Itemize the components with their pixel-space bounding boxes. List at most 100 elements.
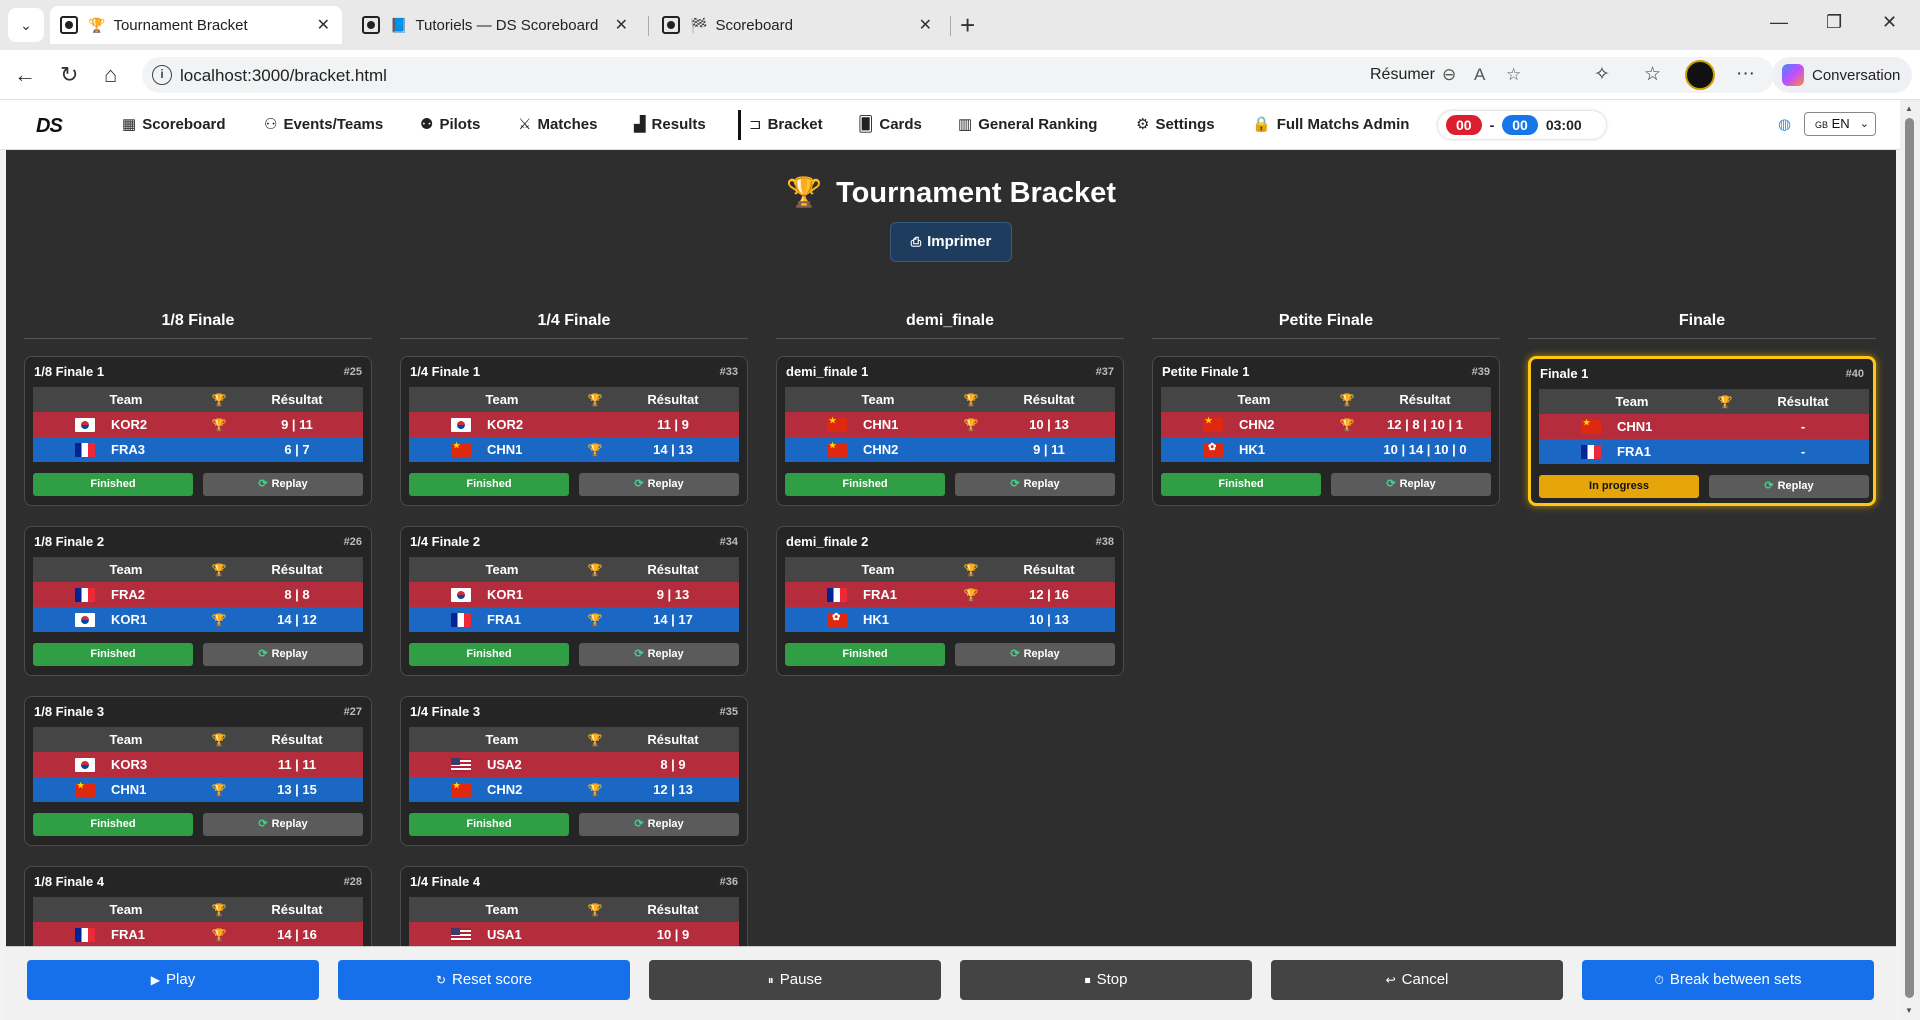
- nav-general-ranking[interactable]: ▥ General Ranking: [958, 115, 1097, 133]
- column-header: demi_finale: [776, 312, 1124, 339]
- nav-settings[interactable]: ⚙ Settings: [1136, 115, 1215, 133]
- stop-button[interactable]: ⏹ Stop: [960, 960, 1252, 1000]
- replay-button[interactable]: ⟳ Replay: [203, 813, 363, 836]
- replay-button[interactable]: ⟳ Replay: [579, 813, 739, 836]
- home-icon[interactable]: ⌂: [104, 62, 118, 87]
- match-table: Team 🏆 Résultat KOR1 9 | 13 FRA1 🏆 14 | 17: [409, 557, 739, 632]
- read-aloud-icon[interactable]: A: [1474, 65, 1486, 84]
- url-field[interactable]: i localhost:3000/bracket.html Résumer ⊖ …: [142, 57, 1774, 93]
- blue-team-row: CHN1 🏆 14 | 13: [409, 437, 739, 462]
- replay-button[interactable]: ⟳ Replay: [203, 473, 363, 496]
- match-card[interactable]: demi_finale 1 #37 Team 🏆 Résultat CHN1 🏆 10 | 1…: [776, 356, 1124, 506]
- back-arrow-icon[interactable]: ←: [14, 62, 36, 87]
- brand-logo[interactable]: DS: [36, 115, 63, 137]
- app-favicon-icon: [662, 16, 680, 34]
- minimize-icon[interactable]: —: [1770, 12, 1788, 32]
- match-card[interactable]: 1/8 Finale 4 #28 Team 🏆 Résultat FRA1 🏆 14 | 16…: [24, 866, 372, 946]
- status-badge: Finished: [785, 643, 945, 666]
- results-icon: ▟: [634, 116, 646, 133]
- team-cell: FRA1: [1539, 439, 1713, 464]
- team-name: FRA1: [863, 587, 897, 602]
- url-text[interactable]: localhost:3000/bracket.html: [180, 66, 387, 85]
- uk-flag-icon: GB: [1815, 120, 1829, 130]
- play-button[interactable]: ▶ Play: [27, 960, 319, 1000]
- match-card-header: 1/4 Finale 1 #33: [410, 364, 738, 380]
- extensions-icon[interactable]: ✧: [1594, 64, 1610, 85]
- new-tab-button[interactable]: +: [960, 10, 976, 40]
- match-card[interactable]: 1/4 Finale 2 #34 Team 🏆 Résultat KOR1 9 | 13 FR…: [400, 526, 748, 676]
- match-title: Finale 1: [1540, 366, 1589, 381]
- team-name: CHN1: [487, 442, 523, 457]
- nav-results[interactable]: ▟ Results: [634, 115, 706, 133]
- browser-tab-scoreboard[interactable]: 🏁 Scoreboard ✕: [652, 6, 944, 44]
- match-card[interactable]: 1/8 Finale 1 #25 Team 🏆 Résultat KOR2 🏆 9 | 11 F…: [24, 356, 372, 506]
- replay-button[interactable]: ⟳ Replay: [579, 643, 739, 666]
- nav-matches[interactable]: ⚔ Matches: [518, 115, 597, 133]
- replay-button[interactable]: ⟳ Replay: [955, 473, 1115, 496]
- kr-flag-icon: [451, 418, 471, 432]
- browser-tab-bracket[interactable]: 🏆 Tournament Bracket ✕: [50, 6, 342, 44]
- replay-button[interactable]: ⟳ Replay: [579, 473, 739, 496]
- team-result: 12 | 8 | 10 | 1: [1387, 417, 1463, 432]
- favorites-icon[interactable]: ☆: [1644, 64, 1662, 85]
- scroll-up-icon[interactable]: ▲: [1905, 104, 1913, 113]
- match-table-header: Team 🏆 Résultat: [1539, 389, 1869, 414]
- nav-cards[interactable]: 🂠 Cards: [858, 115, 922, 133]
- match-card[interactable]: 1/8 Finale 3 #27 Team 🏆 Résultat KOR3 11 | 11 C…: [24, 696, 372, 846]
- reload-icon[interactable]: ↻: [60, 62, 79, 87]
- nav-label: Matches: [537, 116, 598, 133]
- close-tab-icon[interactable]: ✕: [918, 17, 932, 34]
- match-card[interactable]: Finale 1 #40 Team 🏆 Résultat CHN1 - FRA1 - In pro…: [1528, 356, 1876, 506]
- nav-scoreboard[interactable]: ▦ Scoreboard: [122, 115, 226, 133]
- restore-icon[interactable]: ❐: [1826, 12, 1843, 32]
- language-select[interactable]: GB EN ⌄: [1804, 112, 1876, 136]
- tab-list-button[interactable]: ⌄: [8, 8, 44, 42]
- break-between-sets-button[interactable]: ⏱ Break between sets: [1582, 960, 1874, 1000]
- result-column-header: Résultat: [271, 902, 323, 917]
- match-card[interactable]: Petite Finale 1 #39 Team 🏆 Résultat CHN2 🏆 12 |…: [1152, 356, 1500, 506]
- tab-separator: [950, 16, 951, 36]
- team-cell: CHN2: [1161, 412, 1335, 437]
- zoom-out-icon[interactable]: ⊖: [1442, 65, 1457, 84]
- cancel-icon: ↩: [1385, 973, 1396, 987]
- reset-score-button[interactable]: ↻ Reset score: [338, 960, 630, 1000]
- winner-trophy-icon: 🏆: [211, 612, 227, 627]
- scroll-down-icon[interactable]: ▼: [1905, 1006, 1913, 1015]
- pause-button[interactable]: ⏸ Pause: [649, 960, 941, 1000]
- favorite-star-icon[interactable]: ☆: [1506, 65, 1522, 84]
- print-button[interactable]: ⎙ Imprimer: [890, 222, 1012, 262]
- match-card[interactable]: 1/4 Finale 3 #35 Team 🏆 Résultat USA2 8 | 9 CHN…: [400, 696, 748, 846]
- replay-icon: ⟳: [1764, 480, 1774, 492]
- team-cell: KOR2: [409, 412, 583, 437]
- match-number: #34: [719, 536, 738, 548]
- match-card[interactable]: 1/4 Finale 1 #33 Team 🏆 Résultat KOR2 11 | 9 CH…: [400, 356, 748, 506]
- copilot-conversation-button[interactable]: Conversation: [1772, 57, 1912, 93]
- close-tab-icon[interactable]: ✕: [316, 17, 330, 34]
- nav-pilots[interactable]: ⚉ Pilots: [420, 115, 480, 133]
- scrollbar-thumb[interactable]: [1905, 118, 1914, 998]
- browser-tab-tutoriels[interactable]: 📘 Tutoriels — DS Scoreboard ✕: [352, 6, 640, 44]
- red-team-row: KOR1 9 | 13: [409, 582, 739, 607]
- replay-button[interactable]: ⟳ Replay: [1709, 475, 1869, 498]
- nav-bracket[interactable]: ⊐ Bracket: [738, 110, 823, 140]
- more-options-icon[interactable]: ···: [1736, 63, 1755, 84]
- blue-team-row: FRA1 🏆 14 | 17: [409, 607, 739, 632]
- cancel-button[interactable]: ↩ Cancel: [1271, 960, 1563, 1000]
- nav-events-teams[interactable]: ⚇ Events/Teams: [264, 115, 383, 133]
- match-title: 1/4 Finale 2: [410, 534, 481, 549]
- match-card[interactable]: demi_finale 2 #38 Team 🏆 Résultat FRA1 🏆 12 | 1…: [776, 526, 1124, 676]
- match-card[interactable]: 1/8 Finale 2 #26 Team 🏆 Résultat FRA2 8 | 8 KOR…: [24, 526, 372, 676]
- close-window-icon[interactable]: ✕: [1882, 12, 1898, 32]
- site-info-icon[interactable]: i: [152, 65, 172, 85]
- close-tab-icon[interactable]: ✕: [614, 17, 628, 34]
- replay-button[interactable]: ⟳ Replay: [955, 643, 1115, 666]
- control-label: Cancel: [1401, 971, 1449, 988]
- resume-label[interactable]: Résumer: [1370, 66, 1435, 83]
- nav-full-matchs-admin[interactable]: 🔒 Full Matchs Admin: [1252, 115, 1409, 133]
- page-scrollbar[interactable]: ▲ ▼: [1900, 100, 1920, 1020]
- match-table-header: Team 🏆 Résultat: [33, 557, 363, 582]
- replay-button[interactable]: ⟳ Replay: [203, 643, 363, 666]
- profile-avatar[interactable]: [1685, 60, 1715, 90]
- replay-button[interactable]: ⟳ Replay: [1331, 473, 1491, 496]
